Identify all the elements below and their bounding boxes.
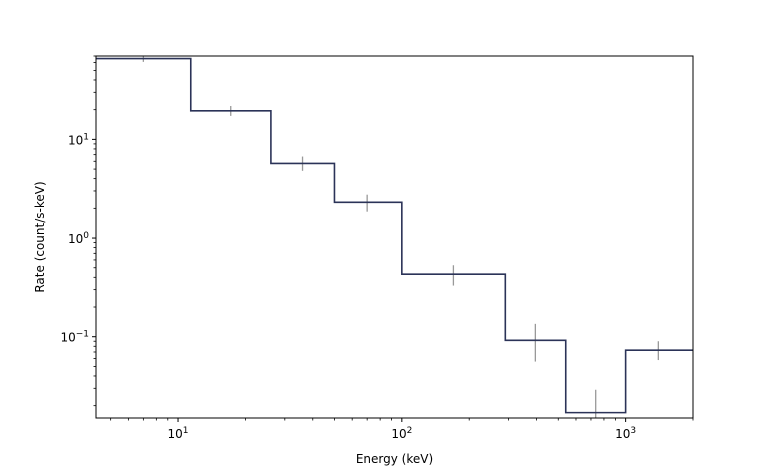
y-tick-label-2: 100 — [68, 231, 89, 246]
series-step-line-1 — [96, 57, 693, 414]
plot-frame — [95, 55, 694, 419]
x-axis-label: Energy (keV) — [356, 452, 433, 466]
x-tick-label-3: 103 — [615, 426, 636, 441]
x-tick-label-1: 101 — [168, 426, 189, 441]
y-tick-label-3: 101 — [68, 132, 89, 147]
y-tick-label-1: 10−1 — [60, 330, 89, 345]
x-tick-label-2: 102 — [391, 426, 412, 441]
y-axis-label: Rate (count/s-keV) — [33, 181, 47, 292]
